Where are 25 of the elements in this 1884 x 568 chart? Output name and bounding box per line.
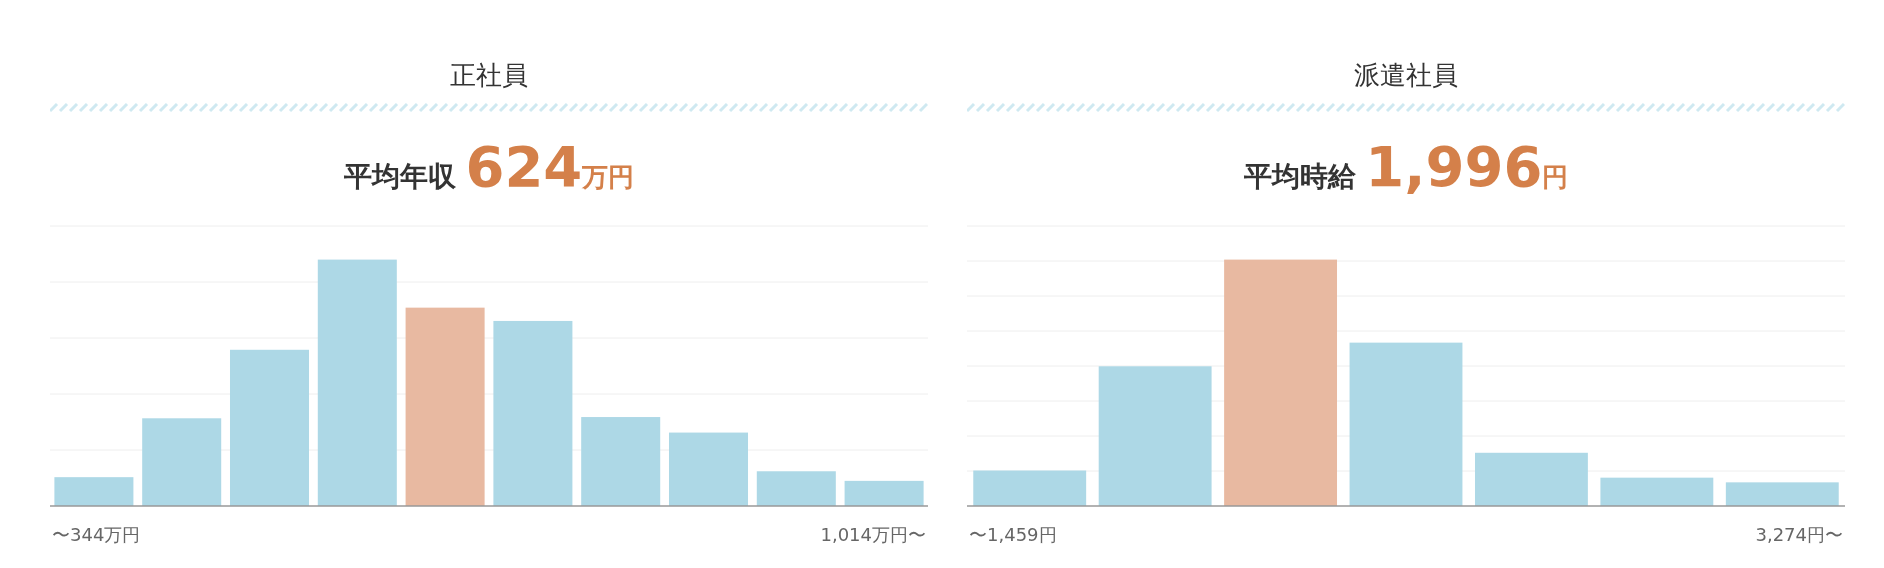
bar: [1349, 342, 1463, 506]
text: 〜1,459円: [969, 524, 1057, 545]
bar: [405, 307, 485, 506]
bar: [142, 418, 222, 506]
chart-subtitle: 平均時給 1,996円: [1242, 134, 1569, 199]
bar: [581, 417, 661, 506]
bar: [493, 320, 573, 506]
bar: [317, 259, 397, 506]
text: 3,274円〜: [1755, 524, 1843, 545]
chart-subtitle: 平均年収 624万円: [342, 134, 635, 199]
bar: [1600, 477, 1714, 506]
text: 1,014万円〜: [820, 524, 926, 545]
bar: [1224, 259, 1338, 506]
bar: [844, 480, 924, 506]
chart-title: 正社員: [450, 60, 528, 90]
bar: [1098, 366, 1212, 506]
bar: [973, 470, 1087, 506]
bar: [756, 471, 836, 506]
text: 〜344万円: [52, 524, 141, 545]
bar: [1725, 482, 1839, 506]
bar: [54, 477, 134, 506]
bar: [229, 349, 310, 506]
bar: [668, 432, 749, 506]
chart-title: 派遣社員: [1354, 60, 1458, 90]
bar: [1474, 452, 1588, 506]
